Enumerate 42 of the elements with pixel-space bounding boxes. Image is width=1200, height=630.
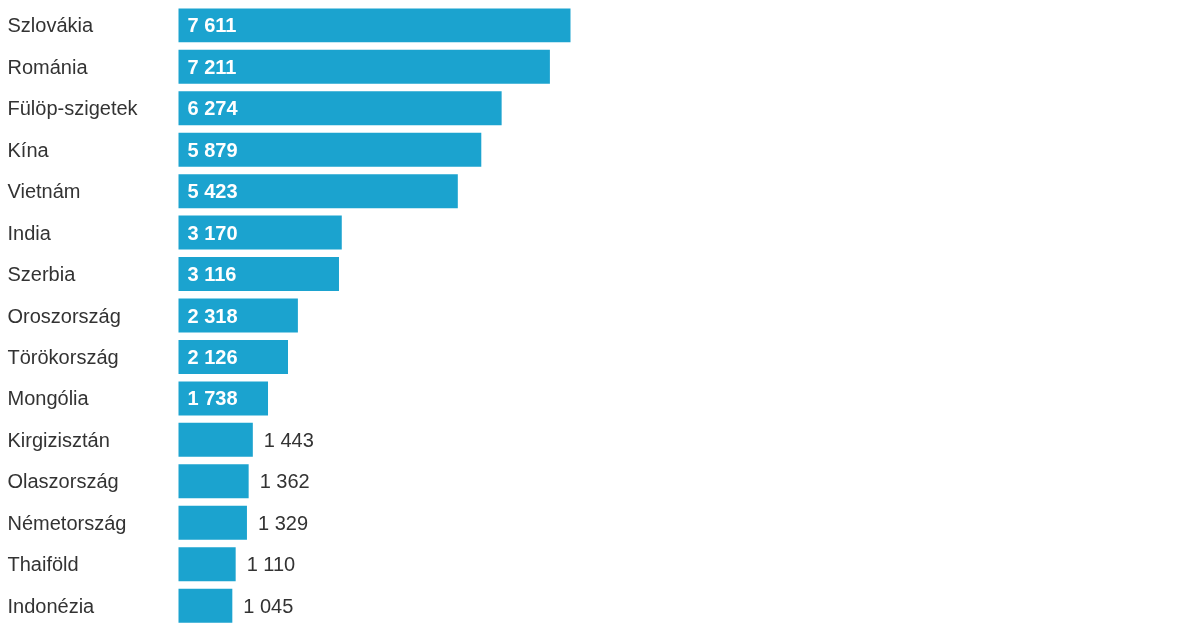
y-tick-label: Románia: [7, 55, 89, 78]
bar: [178, 422, 253, 457]
y-tick-label: Fülöp-szigetek: [7, 97, 139, 120]
bar: [178, 215, 342, 250]
y-tick-label: Kína: [7, 138, 50, 161]
data-label: 1 329: [257, 511, 309, 534]
y-tick-label: Szerbia: [7, 263, 77, 286]
y-tick-label: Vietnám: [7, 180, 81, 203]
data-label: 7 211: [187, 55, 237, 78]
data-label: 1 443: [263, 428, 314, 451]
data-label: 5 423: [187, 180, 238, 203]
data-label: 7 611: [187, 14, 237, 37]
bar: [178, 547, 236, 582]
bar: [178, 588, 233, 623]
bar: [178, 132, 482, 167]
bar: [178, 257, 339, 292]
y-tick-label: Indonézia: [7, 594, 96, 617]
data-label: 3 116: [187, 263, 237, 286]
data-label: 2 318: [187, 304, 238, 327]
data-label: 1 110: [246, 553, 296, 576]
bar: [178, 464, 249, 499]
y-tick-label: India: [7, 221, 52, 244]
y-tick-label: Oroszország: [7, 304, 121, 327]
bar: [178, 91, 502, 126]
data-label: 5 879: [187, 138, 238, 161]
y-tick-label: Németország: [7, 511, 127, 534]
y-tick-label: Törökország: [7, 345, 119, 368]
data-label: 1 045: [243, 594, 294, 617]
y-tick-label: Mongólia: [7, 387, 90, 410]
bar: [178, 49, 550, 84]
data-label: 3 170: [187, 221, 238, 244]
bar: [178, 8, 571, 43]
data-label: 1 362: [259, 470, 310, 493]
data-label: 1 738: [187, 387, 238, 410]
y-tick-label: Olaszország: [7, 470, 119, 493]
data-label: 2 126: [187, 345, 238, 368]
data-label: 6 274: [187, 97, 239, 120]
y-tick-label: Kirgizisztán: [7, 428, 110, 451]
y-tick-label: Szlovákia: [7, 14, 94, 37]
bar: [178, 174, 458, 209]
bar: [178, 505, 247, 540]
y-tick-label: Thaiföld: [7, 553, 79, 576]
